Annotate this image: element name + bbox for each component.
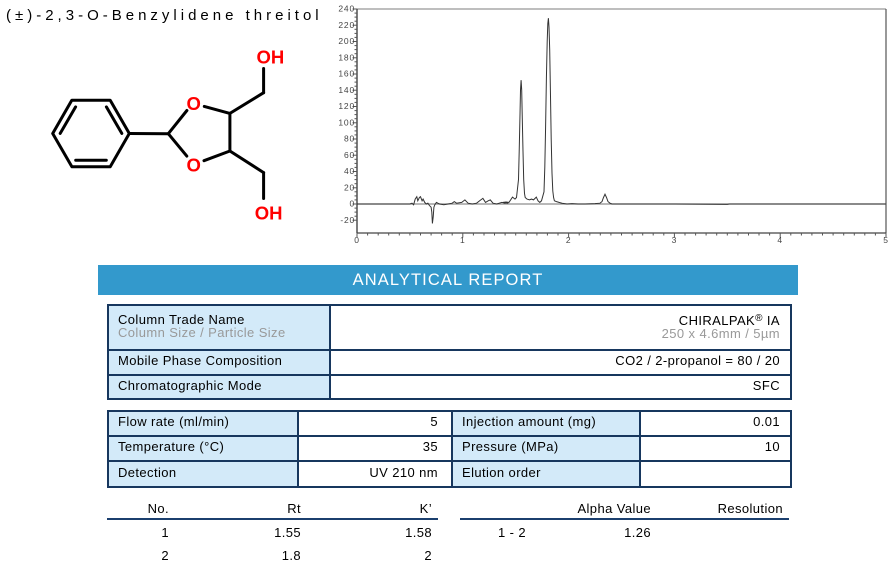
svg-text:O: O — [187, 155, 201, 176]
svg-text:100: 100 — [338, 117, 355, 127]
svg-text:240: 240 — [338, 4, 355, 14]
svg-text:0: 0 — [349, 199, 355, 209]
svg-text:4: 4 — [777, 235, 783, 245]
svg-text:1: 1 — [460, 235, 466, 245]
svg-text:160: 160 — [338, 69, 355, 79]
svg-text:OH: OH — [257, 47, 285, 68]
svg-text:120: 120 — [338, 101, 355, 111]
svg-text:140: 140 — [338, 85, 355, 95]
svg-text:220: 220 — [338, 20, 355, 30]
svg-text:2: 2 — [566, 235, 572, 245]
svg-text:3: 3 — [672, 235, 678, 245]
svg-text:180: 180 — [338, 52, 355, 62]
svg-text:20: 20 — [344, 182, 355, 192]
svg-text:5: 5 — [883, 235, 889, 245]
svg-text:OH: OH — [255, 203, 283, 224]
svg-text:0: 0 — [354, 235, 360, 245]
svg-text:80: 80 — [344, 134, 355, 144]
svg-text:60: 60 — [344, 150, 355, 160]
svg-text:200: 200 — [338, 36, 355, 46]
svg-text:O: O — [187, 93, 201, 114]
svg-text:40: 40 — [344, 166, 355, 176]
svg-text:-20: -20 — [340, 215, 355, 225]
